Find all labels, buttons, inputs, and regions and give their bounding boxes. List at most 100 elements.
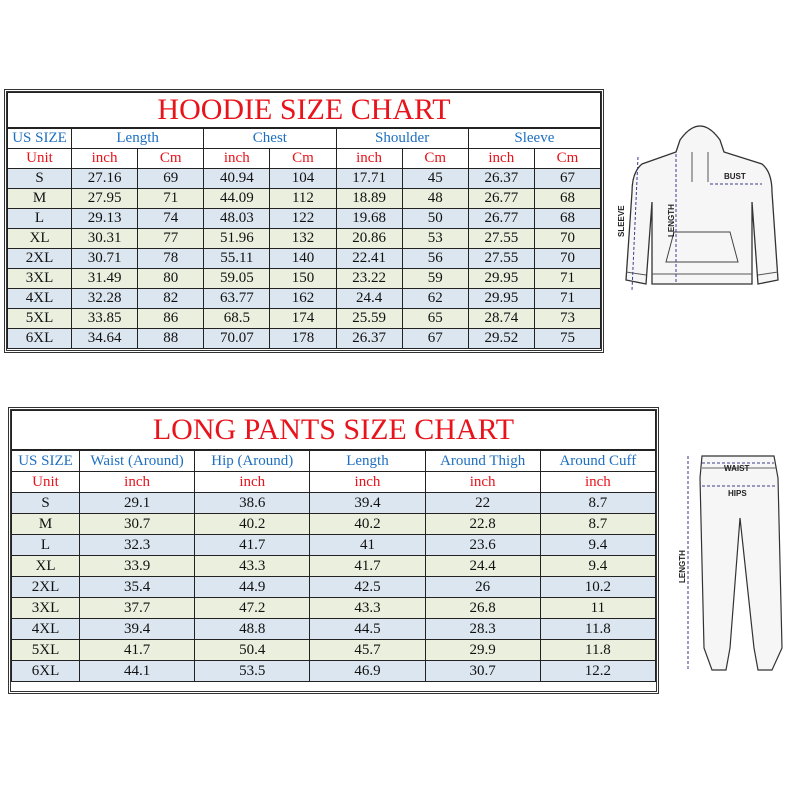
value-cell: 70.07 (203, 328, 271, 349)
value-cell: 78 (137, 248, 205, 269)
value-cell: 88 (137, 328, 205, 349)
size-cell: M (7, 188, 72, 209)
hoodie-size-table: HOODIE SIZE CHART US SIZE Length Chest Shoul… (7, 92, 602, 349)
value-cell: 11.8 (539, 618, 657, 640)
hoodie-length-label: LENGTH (667, 204, 676, 237)
size-cell: 2XL (7, 248, 72, 269)
value-cell: 12.2 (539, 660, 657, 682)
column-header: Shoulder (335, 127, 469, 149)
table-row: 4XL 39.4 48.8 44.5 28.3 11.8 (11, 618, 657, 640)
value-cell: 150 (269, 268, 337, 289)
value-cell: 104 (269, 168, 337, 189)
size-cell: 3XL (11, 597, 80, 619)
pants-size-table: LONG PANTS SIZE CHART US SIZE Waist (Aroun… (11, 410, 657, 682)
table-row: S 27.16 69 40.94 104 17.71 45 26.37 67 (7, 168, 602, 189)
size-cell: 5XL (11, 639, 80, 661)
value-cell: 112 (269, 188, 337, 209)
table-row: 3XL 37.7 47.2 43.3 26.8 11 (11, 597, 657, 619)
value-cell: 28.3 (424, 618, 541, 640)
value-cell: 33.85 (70, 308, 139, 329)
value-cell: 55.11 (203, 248, 271, 269)
size-cell: XL (11, 555, 80, 577)
value-cell: 35.4 (78, 576, 196, 598)
size-cell: 6XL (11, 660, 80, 682)
unit-header: inch (194, 471, 311, 493)
table-row: M 27.95 71 44.09 112 18.89 48 26.77 68 (7, 188, 602, 209)
value-cell: 26.37 (335, 328, 403, 349)
value-cell: 40.2 (194, 513, 311, 535)
value-cell: 48.03 (203, 208, 271, 229)
value-cell: 73 (533, 308, 602, 329)
value-cell: 41.7 (194, 534, 311, 556)
value-cell: 22.41 (335, 248, 403, 269)
size-cell: 6XL (7, 328, 72, 349)
value-cell: 30.71 (70, 248, 139, 269)
table-row: XL 30.31 77 51.96 132 20.86 53 27.55 70 (7, 228, 602, 249)
size-cell: XL (7, 228, 72, 249)
value-cell: 68.5 (203, 308, 271, 329)
value-cell: 45.7 (309, 639, 426, 661)
value-cell: 77 (137, 228, 205, 249)
value-cell: 80 (137, 268, 205, 289)
value-cell: 29.13 (70, 208, 139, 229)
size-cell: M (11, 513, 80, 535)
value-cell: 71 (533, 288, 602, 309)
value-cell: 44.9 (194, 576, 311, 598)
unit-header: Cm (401, 148, 469, 169)
value-cell: 11 (539, 597, 657, 619)
value-cell: 34.64 (70, 328, 139, 349)
value-cell: 42.5 (309, 576, 426, 598)
value-cell: 26 (424, 576, 541, 598)
hoodie-diagram: BUST LENGTH SLEEVE (617, 125, 779, 291)
table-row: 6XL 44.1 53.5 46.9 30.7 12.2 (11, 660, 657, 682)
value-cell: 43.3 (309, 597, 426, 619)
value-cell: 27.55 (467, 228, 535, 249)
chart-title: LONG PANTS SIZE CHART (11, 410, 656, 451)
unit-label: Unit (7, 148, 72, 169)
value-cell: 62 (401, 288, 469, 309)
size-cell: 5XL (7, 308, 72, 329)
value-cell: 122 (269, 208, 337, 229)
size-header: US SIZE (11, 449, 80, 472)
pants-diagram: WAIST HIPS LENGTH (678, 455, 783, 671)
value-cell: 174 (269, 308, 337, 329)
value-cell: 8.7 (539, 513, 657, 535)
value-cell: 51.96 (203, 228, 271, 249)
value-cell: 9.4 (539, 555, 657, 577)
value-cell: 47.2 (194, 597, 311, 619)
value-cell: 26.77 (467, 208, 535, 229)
value-cell: 74 (137, 208, 205, 229)
value-cell: 27.95 (70, 188, 139, 209)
column-header: Waist (Around) (78, 449, 196, 472)
value-cell: 20.86 (335, 228, 403, 249)
unit-header: Cm (269, 148, 337, 169)
value-cell: 29.95 (467, 268, 535, 289)
unit-header: inch (203, 148, 271, 169)
bust-label: BUST (724, 172, 746, 181)
value-cell: 43.3 (194, 555, 311, 577)
unit-label: Unit (11, 471, 80, 493)
value-cell: 53 (401, 228, 469, 249)
value-cell: 10.2 (539, 576, 657, 598)
value-cell: 39.4 (309, 492, 426, 514)
value-cell: 27.55 (467, 248, 535, 269)
table-row: XL 33.9 43.3 41.7 24.4 9.4 (11, 555, 657, 577)
value-cell: 67 (533, 168, 602, 189)
unit-row: Unit inch Cm inch Cm inch Cm inch Cm (7, 148, 602, 169)
value-cell: 53.5 (194, 660, 311, 682)
size-cell: 3XL (7, 268, 72, 289)
table-row: 4XL 32.28 82 63.77 162 24.4 62 29.95 71 (7, 288, 602, 309)
value-cell: 59.05 (203, 268, 271, 289)
column-header: Around Cuff (539, 449, 657, 472)
title-row: LONG PANTS SIZE CHART (11, 410, 656, 451)
value-cell: 24.4 (335, 288, 403, 309)
value-cell: 41.7 (309, 555, 426, 577)
value-cell: 86 (137, 308, 205, 329)
table-row: 2XL 30.71 78 55.11 140 22.41 56 27.55 70 (7, 248, 602, 269)
unit-header: inch (539, 471, 657, 493)
header-row: US SIZE Waist (Around) Hip (Around) Length A… (11, 449, 657, 472)
table-row: M 30.7 40.2 40.2 22.8 8.7 (11, 513, 657, 535)
table-row: 2XL 35.4 44.9 42.5 26 10.2 (11, 576, 657, 598)
table-row: L 29.13 74 48.03 122 19.68 50 26.77 68 (7, 208, 602, 229)
value-cell: 140 (269, 248, 337, 269)
